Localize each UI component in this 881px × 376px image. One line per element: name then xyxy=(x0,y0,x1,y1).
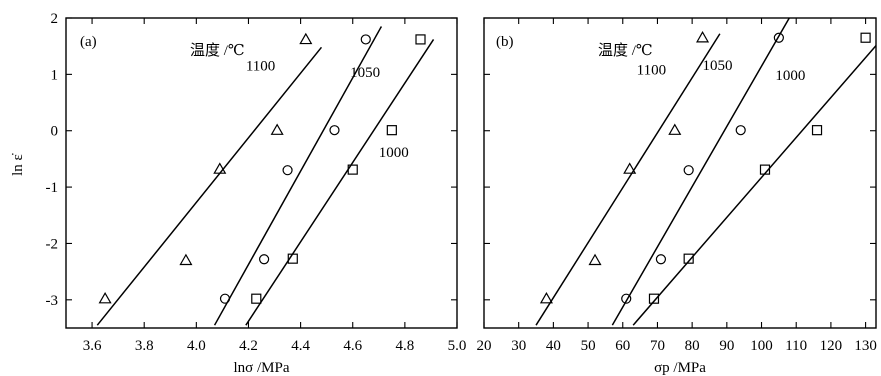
x-tick-label: 50 xyxy=(581,338,596,354)
x-tick-label: 3.8 xyxy=(135,338,154,354)
temperature-label: 1000 xyxy=(379,145,409,161)
plot-frame xyxy=(483,17,877,329)
series-1100 xyxy=(535,31,721,326)
y-axis-label: ln ε̇ xyxy=(10,153,26,176)
x-tick-label: 20 xyxy=(477,338,492,354)
series-1000 xyxy=(245,34,435,326)
x-tick-label: 70 xyxy=(650,338,665,354)
data-point-triangle xyxy=(270,123,284,135)
data-point-triangle xyxy=(588,253,602,266)
x-tick-label: 130 xyxy=(854,338,877,354)
panel-label: (a) xyxy=(80,34,97,50)
series-1000 xyxy=(632,32,876,326)
x-tick-label: 4.6 xyxy=(343,338,362,354)
data-point-triangle xyxy=(539,291,553,304)
fit-line-1000 xyxy=(245,39,435,326)
panel-b: 20 30 40 50 60 70 80 90 100 110 120 130 σp /MPa (b) 温度… xyxy=(477,17,877,376)
x-tick-label: 4.4 xyxy=(291,338,310,354)
y-tick-label: 0 xyxy=(51,124,59,140)
fit-line-1100 xyxy=(96,46,323,326)
legend-title: 温度 /℃ xyxy=(190,42,245,59)
data-point-circle xyxy=(773,32,784,43)
data-point-triangle xyxy=(213,162,227,174)
fit-line-1100 xyxy=(535,33,721,326)
x-tick-label: 3.6 xyxy=(83,338,102,354)
data-point-triangle xyxy=(299,32,313,45)
data-point-square xyxy=(683,253,694,264)
temperature-label: 1000 xyxy=(775,68,805,84)
data-point-circle xyxy=(282,165,293,176)
data-point-square xyxy=(759,164,771,175)
data-point-square xyxy=(811,125,823,136)
data-point-triangle xyxy=(696,31,710,43)
panel-label: (b) xyxy=(496,34,514,50)
x-tick-label: 100 xyxy=(750,338,773,354)
series-1050 xyxy=(611,18,790,326)
data-point-circle xyxy=(735,125,746,136)
y-tick-label: -2 xyxy=(46,236,59,252)
series-1050 xyxy=(213,26,383,326)
data-point-triangle xyxy=(179,253,193,266)
data-point-circle xyxy=(259,254,270,265)
x-tick-label: 4.8 xyxy=(395,338,414,354)
y-tick-label: 1 xyxy=(51,67,59,83)
series-1100 xyxy=(96,32,323,326)
data-point-square xyxy=(860,32,871,43)
x-tick-label: 30 xyxy=(511,338,526,354)
temperature-label: 1050 xyxy=(350,65,380,81)
x-axis-label: lnσ /MPa xyxy=(233,360,289,376)
fit-line-1050 xyxy=(213,26,383,326)
temperature-label: 1100 xyxy=(637,62,666,78)
panel-a: 3.6 3.8 4.0 4.2 4.4 4.6 4.8 5.0 -3 -2 -1 0 1 2 lnσ /MP… xyxy=(46,11,467,376)
x-tick-label: 110 xyxy=(785,338,807,354)
y-tick-label: -3 xyxy=(46,293,59,309)
data-point-square xyxy=(347,164,358,175)
data-point-triangle xyxy=(623,162,637,174)
data-point-circle xyxy=(621,293,632,304)
x-axis-label: σp /MPa xyxy=(654,360,706,376)
plot-frame xyxy=(65,17,458,329)
y-tick-label: -1 xyxy=(46,180,59,196)
data-point-triangle xyxy=(668,123,682,135)
data-point-square xyxy=(287,253,298,264)
data-point-triangle xyxy=(98,291,112,304)
data-point-circle xyxy=(655,254,667,265)
fit-line-1000 xyxy=(632,45,876,326)
x-tick-label: 120 xyxy=(820,338,843,354)
temperature-label: 1050 xyxy=(703,58,733,74)
x-tick-label: 60 xyxy=(615,338,630,354)
temperature-label: 1100 xyxy=(246,58,275,74)
data-point-circle xyxy=(329,125,340,136)
legend-title: 温度 /℃ xyxy=(598,42,653,59)
y-tick-label: 2 xyxy=(51,11,59,27)
data-point-square xyxy=(415,34,426,45)
x-tick-label: 80 xyxy=(685,338,700,354)
data-point-circle xyxy=(683,165,694,176)
x-tick-label: 4.2 xyxy=(239,338,258,354)
x-tick-label: 40 xyxy=(546,338,561,354)
x-tick-label: 90 xyxy=(719,338,734,354)
x-tick-label: 5.0 xyxy=(448,338,467,354)
data-point-circle xyxy=(219,293,231,304)
data-point-square xyxy=(648,293,660,304)
data-point-square xyxy=(386,125,397,136)
data-point-circle xyxy=(360,34,371,45)
fit-line-1050 xyxy=(611,18,790,326)
x-tick-label: 4.0 xyxy=(187,338,206,354)
data-point-square xyxy=(251,293,262,304)
